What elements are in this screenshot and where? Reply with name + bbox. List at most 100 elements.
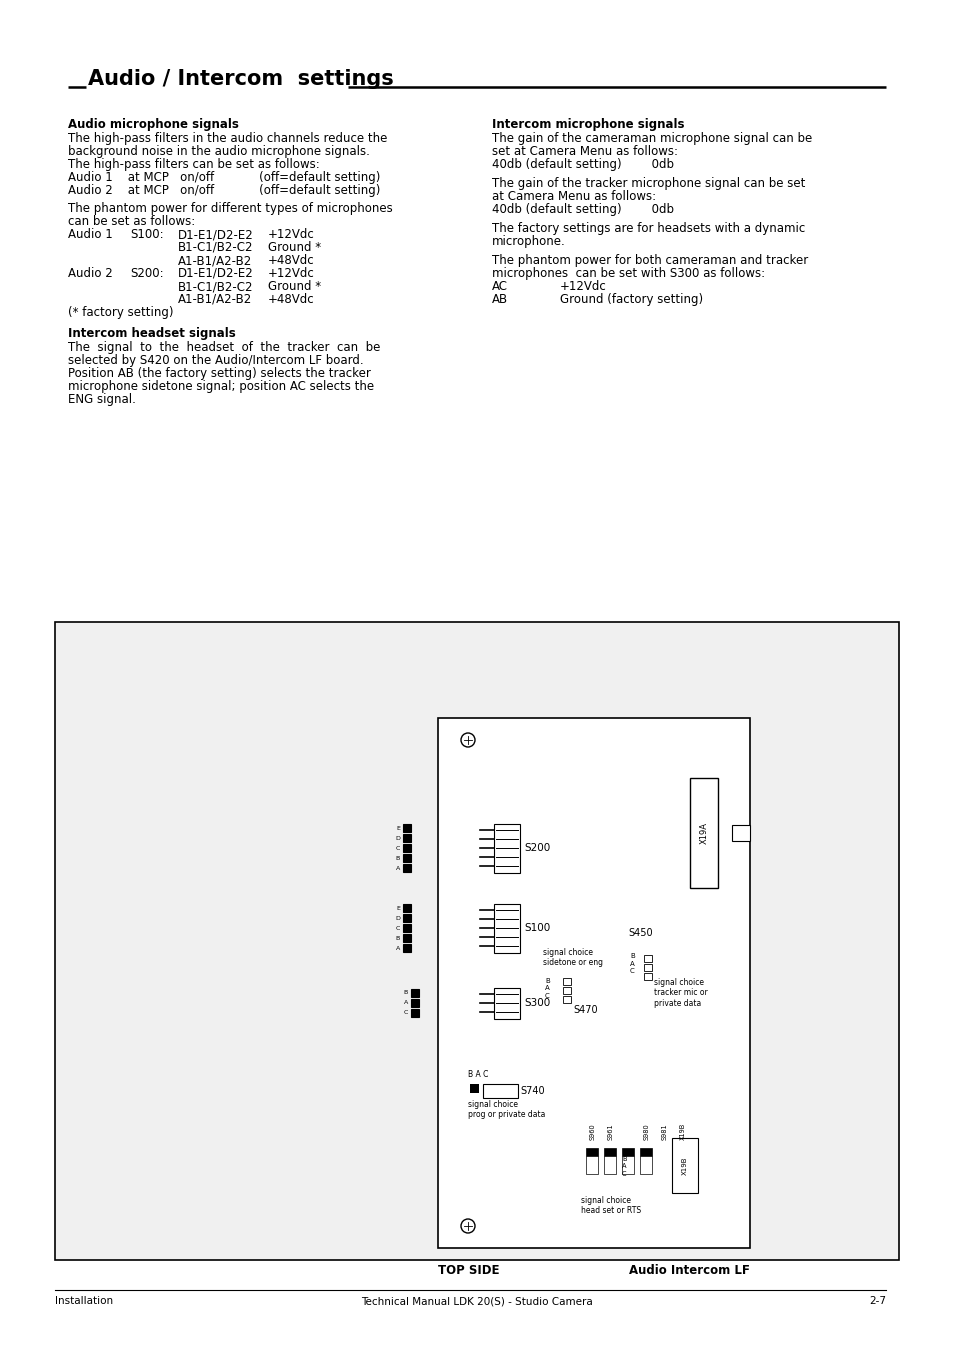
Text: S470: S470 [573,1005,597,1015]
Text: 40db (default setting)        0db: 40db (default setting) 0db [492,203,673,216]
Bar [402,824,411,832]
Text: C: C [395,846,399,851]
Text: S980: S980 [643,1123,649,1140]
Text: S960: S960 [589,1123,596,1140]
Bar [402,915,411,921]
Bar [621,1148,634,1156]
Bar [585,1156,598,1174]
Text: Position AB (the factory setting) selects the tracker: Position AB (the factory setting) select… [68,367,371,380]
Text: S450: S450 [627,928,652,938]
Text: Technical Manual LDK 20(S) - Studio Camera: Technical Manual LDK 20(S) - Studio Came… [361,1296,592,1306]
Text: E: E [395,905,399,911]
Bar [437,717,749,1248]
Text: +48Vdc: +48Vdc [268,293,314,305]
Bar [643,955,651,962]
Text: A: A [395,946,399,951]
Text: selected by S420 on the Audio/Intercom LF board.: selected by S420 on the Audio/Intercom L… [68,354,363,367]
Text: A1-B1/A2-B2: A1-B1/A2-B2 [178,293,252,305]
Text: S961: S961 [607,1124,614,1140]
Text: Ground *: Ground * [268,280,321,293]
Text: The gain of the cameraman microphone signal can be: The gain of the cameraman microphone sig… [492,132,811,145]
Text: A: A [403,1001,408,1005]
Text: B: B [403,990,408,996]
Text: A1-B1/A2-B2: A1-B1/A2-B2 [178,254,252,267]
Circle shape [460,734,475,747]
Text: B
A
C: B A C [544,978,549,998]
Bar [639,1148,651,1156]
Text: signal choice
prog or private data: signal choice prog or private data [468,1100,545,1120]
Bar [639,1156,651,1174]
Bar [411,998,418,1006]
Text: ENG signal.: ENG signal. [68,393,135,407]
Bar [402,924,411,932]
Bar [482,1084,517,1098]
Text: D1-E1/D2-E2: D1-E1/D2-E2 [178,267,253,280]
Bar [411,1009,418,1017]
Text: C: C [403,1011,408,1016]
Text: The phantom power for different types of microphones: The phantom power for different types of… [68,203,393,215]
Text: Audio 2    at MCP   on/off            (off=default setting): Audio 2 at MCP on/off (off=default setti… [68,184,380,197]
Bar [643,965,651,971]
Bar [402,865,411,871]
Text: X19B: X19B [679,1123,685,1140]
Bar [402,934,411,942]
Text: S100: S100 [523,923,550,934]
Text: X19B: X19B [681,1156,687,1175]
Text: B
A
C: B A C [629,952,634,974]
Text: Intercom microphone signals: Intercom microphone signals [492,118,684,131]
Text: +48Vdc: +48Vdc [268,254,314,267]
Text: D: D [395,916,399,920]
Text: +12Vdc: +12Vdc [268,228,314,240]
Text: S981: S981 [661,1124,667,1140]
Bar [562,996,571,1002]
Bar [562,978,571,985]
Bar [402,904,411,912]
Bar [402,944,411,952]
Text: Audio Intercom LF: Audio Intercom LF [628,1265,749,1277]
Bar [411,989,418,997]
Bar [55,621,898,1260]
Text: can be set as follows:: can be set as follows: [68,215,195,228]
Text: A: A [395,866,399,870]
Bar [402,844,411,852]
Text: The  signal  to  the  headset  of  the  tracker  can  be: The signal to the headset of the tracker… [68,340,380,354]
Bar [585,1148,598,1156]
Text: set at Camera Menu as follows:: set at Camera Menu as follows: [492,145,678,158]
Bar [402,854,411,862]
Text: Ground *: Ground * [268,240,321,254]
Text: Audio microphone signals: Audio microphone signals [68,118,238,131]
Text: background noise in the audio microphone signals.: background noise in the audio microphone… [68,145,370,158]
Text: Ground (factory setting): Ground (factory setting) [559,293,702,305]
Bar [643,973,651,979]
Bar [494,988,519,1019]
Text: The high-pass filters can be set as follows:: The high-pass filters can be set as foll… [68,158,319,172]
Text: Audio 2: Audio 2 [68,267,112,280]
Text: (* factory setting): (* factory setting) [68,305,173,319]
Text: The high-pass filters in the audio channels reduce the: The high-pass filters in the audio chann… [68,132,387,145]
Text: +12Vdc: +12Vdc [268,267,314,280]
Text: TOP SIDE: TOP SIDE [437,1265,499,1277]
Text: AB: AB [492,293,508,305]
Bar [402,834,411,842]
Text: 2-7: 2-7 [868,1296,885,1306]
Bar [731,825,749,842]
Text: S300: S300 [523,998,550,1008]
Text: AC: AC [492,280,507,293]
Text: S200: S200 [523,843,550,852]
Text: S200:: S200: [130,267,164,280]
Text: The factory settings are for headsets with a dynamic: The factory settings are for headsets wi… [492,222,804,235]
Text: signal choice
sidetone or eng: signal choice sidetone or eng [542,948,602,967]
Circle shape [460,1219,475,1233]
Text: signal choice
head set or RTS: signal choice head set or RTS [580,1196,640,1216]
Text: The phantom power for both cameraman and tracker: The phantom power for both cameraman and… [492,254,807,267]
Text: microphones  can be set with S300 as follows:: microphones can be set with S300 as foll… [492,267,764,280]
Text: Installation: Installation [55,1296,113,1306]
Text: Audio 1: Audio 1 [68,228,112,240]
Bar [494,824,519,873]
Bar [671,1138,698,1193]
Bar [603,1156,616,1174]
Text: D: D [395,835,399,840]
Text: microphone.: microphone. [492,235,565,249]
Text: Intercom headset signals: Intercom headset signals [68,327,235,340]
Text: D1-E1/D2-E2: D1-E1/D2-E2 [178,228,253,240]
